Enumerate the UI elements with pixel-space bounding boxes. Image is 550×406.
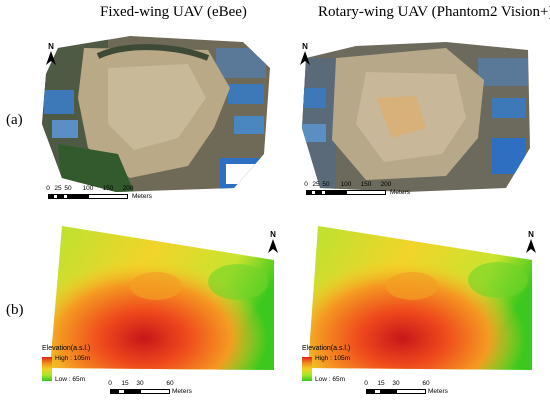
scale-tick: 150 [360,181,372,188]
row-label-b: (b) [6,302,24,318]
scale-tick: 0 [364,380,368,387]
scale-tick: 100 [82,185,94,192]
scale-tick: 0 [46,185,50,192]
scale-tick: 50 [64,185,72,192]
scale-tick: 50 [322,181,330,188]
scale-tick: 15 [121,380,129,387]
legend-title: Elevation(a.s.l.) [302,345,351,352]
scale-unit: Meters [428,388,448,395]
scale-tick: 30 [136,380,144,387]
orthophoto-fixed-wing [38,28,278,194]
scale-tick: 200 [380,181,392,188]
legend-low: Low : 65m [55,376,85,383]
elevation-legend-left: Elevation(a.s.l.) High : 105m Low : 65m [42,345,122,385]
north-label: N [48,42,54,51]
legend-low: Low : 65m [315,376,345,383]
north-label: N [528,230,534,239]
scale-tick: 60 [166,380,174,387]
scalebar-bottom-left: 0 15 30 60 Meters [108,380,220,398]
scalebar-top-left: 0 25 50 100 150 200 Meters [46,185,178,203]
scale-tick: 0 [304,181,308,188]
legend-title: Elevation(a.s.l.) [42,345,91,352]
scale-unit: Meters [172,388,192,395]
scale-tick: 100 [340,181,352,188]
north-arrow-top-left: N [44,42,58,70]
dem-fixed-wing [38,222,278,372]
scale-tick: 60 [422,380,430,387]
north-arrow-top-right: N [298,42,312,70]
scale-tick: 200 [122,185,134,192]
elevation-legend-right: Elevation(a.s.l.) High : 105m Low : 65m [302,345,382,385]
scale-tick: 25 [54,185,62,192]
scale-tick: 25 [312,181,320,188]
north-arrow-bottom-left: N [266,230,280,258]
scalebar-top-right: 0 25 50 100 150 200 Meters [304,181,436,199]
scale-tick: 30 [392,380,400,387]
dem-rotary-wing [296,222,536,372]
legend-color-ramp [42,357,52,381]
title-fixed-wing: Fixed-wing UAV (eBee) [100,4,247,20]
orthophoto-rotary-wing [296,28,536,194]
legend-high: High : 105m [315,355,351,362]
scale-unit: Meters [390,189,410,196]
north-arrow-icon [526,239,536,253]
north-arrow-icon [268,239,278,253]
scale-tick: 15 [377,380,385,387]
legend-high: High : 105m [55,355,91,362]
scale-tick: 0 [108,380,112,387]
scale-tick: 150 [102,185,114,192]
row-label-a: (a) [6,112,23,128]
title-rotary-wing: Rotary-wing UAV (Phantom2 Vision+) [318,4,550,20]
north-label: N [270,230,276,239]
north-arrow-icon [46,51,56,65]
legend-color-ramp [302,357,312,381]
north-label: N [302,42,308,51]
scale-unit: Meters [132,193,152,200]
scalebar-bottom-right: 0 15 30 60 Meters [364,380,476,398]
north-arrow-bottom-right: N [524,230,538,258]
north-arrow-icon [300,51,310,65]
